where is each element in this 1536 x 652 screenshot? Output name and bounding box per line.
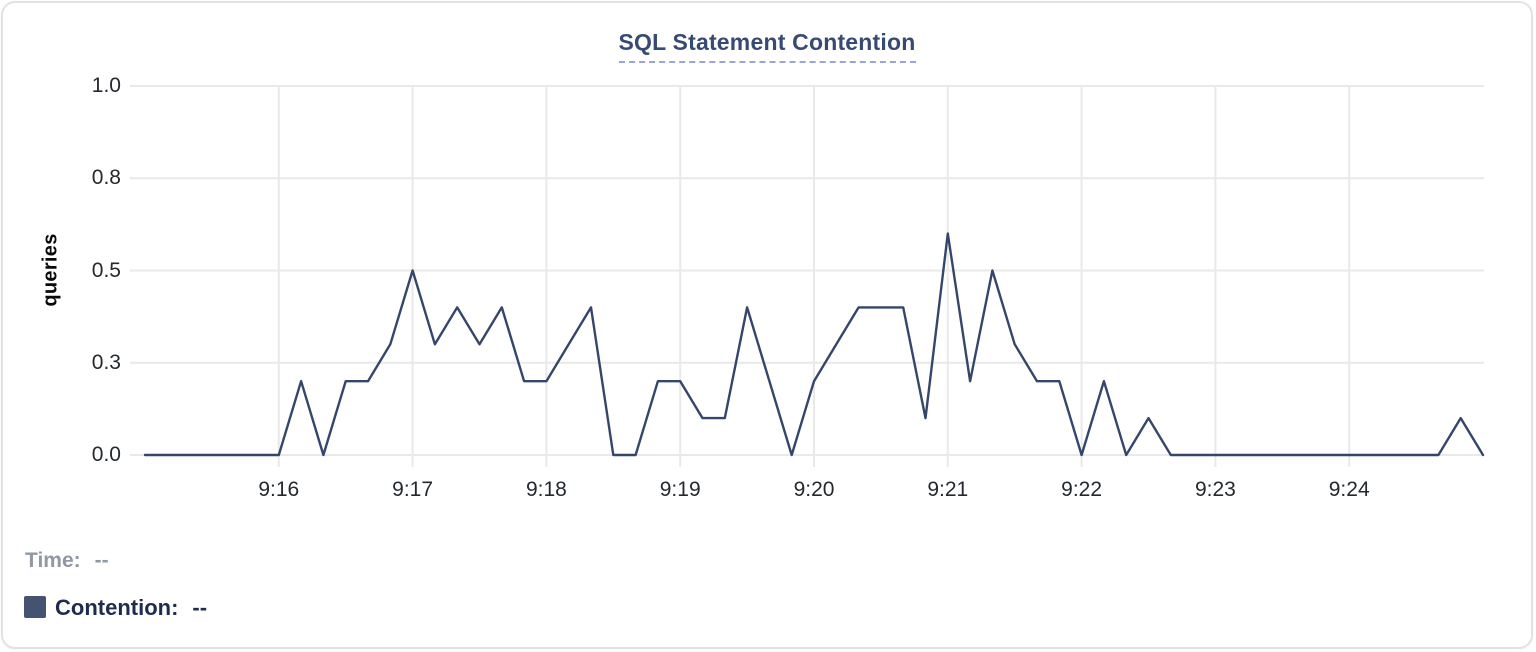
y-axis-tick-label: 0.8: [91, 166, 121, 190]
legend-time-label: Time:: [25, 549, 81, 572]
contention-series-swatch: [24, 596, 46, 618]
x-axis-tick-label: 9:16: [258, 478, 300, 501]
y-axis-tick-label: 0.0: [91, 443, 121, 466]
legend-contention-value: --: [192, 595, 208, 620]
contention-line-series[interactable]: [143, 232, 1485, 457]
chart-title-row: SQL Statement Contention: [3, 29, 1531, 63]
legend-contention-row: Contention: --: [24, 595, 207, 621]
y-axis-tick-label: 0.5: [91, 258, 121, 282]
x-axis-tick-label: 9:19: [659, 478, 701, 501]
y-axis-tick-label: 0.3: [91, 350, 121, 374]
x-axis-tick-label: 9:22: [1061, 478, 1103, 501]
legend-time-value: --: [94, 549, 109, 572]
chart-title[interactable]: SQL Statement Contention: [618, 29, 916, 63]
x-axis-tick-label: 9:23: [1194, 478, 1236, 501]
legend-contention-label: Contention:: [55, 595, 179, 620]
x-axis-tick-labels: 9:16 9:17 9:18 9:19 9:20 9:21 9:22 9:23 9:24: [3, 477, 1531, 505]
x-axis-tick-label: 9:21: [927, 478, 969, 501]
x-axis-tick-label: 9:17: [392, 478, 434, 501]
chart-plot-area[interactable]: [130, 86, 1484, 467]
y-axis-tick-label: 1.0: [91, 74, 121, 97]
chart-canvas: [130, 85, 1485, 467]
x-axis-tick-label: 9:20: [793, 478, 835, 501]
x-axis-tick-label: 9:18: [525, 478, 567, 501]
legend-time-row: Time: --: [25, 548, 109, 574]
x-axis-tick-label: 9:24: [1328, 478, 1370, 501]
